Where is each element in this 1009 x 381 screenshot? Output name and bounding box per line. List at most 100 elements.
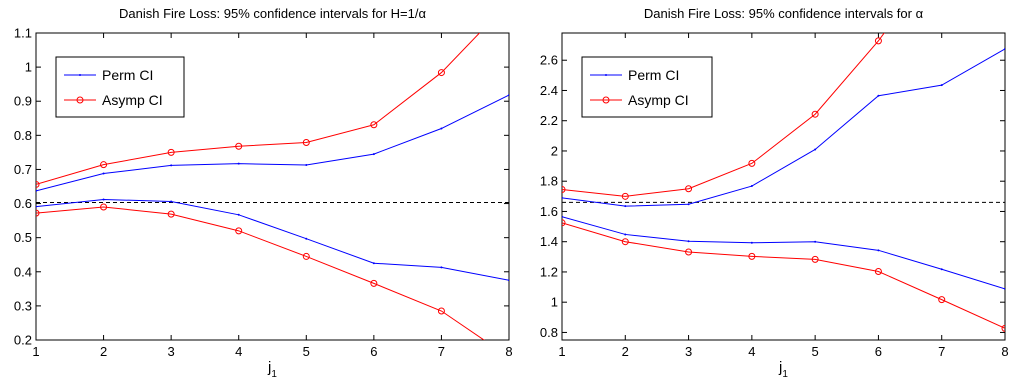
legend: Perm CI Asymp CI bbox=[55, 56, 185, 118]
data-point bbox=[874, 37, 882, 45]
y-tick-label: 0.6 bbox=[14, 196, 32, 211]
data-point bbox=[235, 227, 243, 235]
y-tick-label: 1.6 bbox=[540, 204, 558, 219]
y-tick-label: 2.6 bbox=[540, 53, 558, 68]
data-point bbox=[506, 0, 512, 5]
x-tick-label: 5 bbox=[812, 344, 819, 359]
x-tick-label: 8 bbox=[505, 344, 512, 359]
legend-marker bbox=[76, 96, 84, 104]
x-tick-label: 6 bbox=[875, 344, 882, 359]
data-point bbox=[437, 307, 445, 315]
x-tick-label: 3 bbox=[168, 344, 175, 359]
x-tick-label: 8 bbox=[1001, 344, 1008, 359]
y-tick-label: 0.7 bbox=[14, 162, 32, 177]
legend-box bbox=[581, 56, 713, 118]
data-point bbox=[508, 279, 509, 282]
data-point bbox=[302, 252, 310, 260]
y-tick-label: 1.2 bbox=[540, 264, 558, 279]
legend-marker bbox=[602, 96, 610, 104]
data-point bbox=[562, 215, 563, 218]
data-point bbox=[437, 69, 445, 77]
series-group bbox=[36, 0, 512, 340]
data-point bbox=[874, 267, 882, 275]
y-tick-label: 2.4 bbox=[540, 83, 558, 98]
data-point bbox=[36, 209, 40, 217]
y-tick-label: 0.3 bbox=[14, 298, 32, 313]
data-point bbox=[685, 248, 693, 256]
series-line-asymp-ci-upper bbox=[562, 33, 885, 197]
legend-marker bbox=[605, 74, 607, 76]
data-point bbox=[36, 189, 37, 192]
data-point bbox=[814, 240, 817, 243]
data-point bbox=[170, 200, 173, 203]
y-tick-label: 0.9 bbox=[14, 94, 32, 109]
data-point bbox=[167, 148, 175, 156]
data-point bbox=[1004, 47, 1005, 50]
data-point bbox=[687, 203, 690, 206]
data-point bbox=[36, 205, 37, 208]
data-point bbox=[562, 196, 563, 199]
x-tick-label: 1 bbox=[32, 344, 39, 359]
data-point bbox=[624, 233, 627, 236]
data-point bbox=[372, 153, 375, 156]
data-point bbox=[102, 172, 105, 175]
y-tick-label: 2 bbox=[551, 143, 558, 158]
data-point bbox=[748, 252, 756, 260]
data-point bbox=[372, 262, 375, 265]
series-group bbox=[562, 33, 1005, 332]
data-point bbox=[562, 186, 566, 194]
data-point bbox=[811, 255, 819, 263]
y-tick-label: 1.8 bbox=[540, 174, 558, 189]
data-point bbox=[440, 127, 443, 130]
chart-panel-2: Danish Fire Loss: 95% confidence interva… bbox=[540, 6, 1009, 380]
data-point bbox=[814, 148, 817, 151]
y-tick-label: 0.4 bbox=[14, 264, 32, 279]
x-tick-label: 2 bbox=[622, 344, 629, 359]
y-tick-label: 0.8 bbox=[540, 325, 558, 340]
x-axis-label: j1 bbox=[267, 359, 277, 380]
x-tick-label: 4 bbox=[235, 344, 242, 359]
y-tick-label: 0.8 bbox=[14, 128, 32, 143]
y-tick-label: 1.1 bbox=[14, 26, 32, 41]
data-point bbox=[940, 268, 943, 271]
legend-box bbox=[55, 56, 185, 118]
data-point bbox=[305, 164, 308, 167]
x-tick-label: 7 bbox=[938, 344, 945, 359]
x-tick-label: 3 bbox=[685, 344, 692, 359]
chart-panel-1: Danish Fire Loss: 95% confidence interva… bbox=[14, 0, 513, 380]
data-point bbox=[170, 164, 173, 167]
y-tick-label: 1.4 bbox=[540, 234, 558, 249]
y-tick-label: 1 bbox=[551, 295, 558, 310]
data-point bbox=[370, 279, 378, 287]
series-line-perm-ci-lower bbox=[36, 198, 509, 281]
legend-label: Perm CI bbox=[628, 67, 679, 83]
data-point bbox=[237, 162, 240, 165]
data-point bbox=[621, 192, 629, 200]
y-tick-label: 1 bbox=[25, 60, 32, 75]
data-point bbox=[36, 180, 40, 188]
data-point bbox=[508, 94, 509, 97]
legend-label: Perm CI bbox=[102, 67, 153, 83]
data-point bbox=[305, 237, 308, 240]
series-line-perm-ci-lower bbox=[562, 216, 1005, 290]
y-tick-label: 0.2 bbox=[14, 333, 32, 348]
data-point bbox=[370, 121, 378, 129]
data-point bbox=[100, 203, 108, 211]
x-tick-label: 5 bbox=[303, 344, 310, 359]
series-line-asymp-ci-upper bbox=[36, 33, 481, 185]
data-point bbox=[685, 185, 693, 193]
series-line-perm-ci-upper bbox=[562, 48, 1005, 207]
x-axis-label: j1 bbox=[778, 359, 788, 380]
x-tick-label: 6 bbox=[370, 344, 377, 359]
series-line-asymp-ci-lower bbox=[562, 222, 1005, 329]
data-point bbox=[167, 210, 175, 218]
chart-title: Danish Fire Loss: 95% confidence interva… bbox=[119, 6, 427, 21]
y-tick-label: 0.5 bbox=[14, 230, 32, 245]
data-point bbox=[100, 161, 108, 169]
x-tick-label: 2 bbox=[100, 344, 107, 359]
legend-label: Asymp CI bbox=[628, 92, 689, 108]
data-point bbox=[687, 240, 690, 243]
data-point bbox=[748, 159, 756, 167]
legend: Perm CI Asymp CI bbox=[581, 56, 713, 118]
